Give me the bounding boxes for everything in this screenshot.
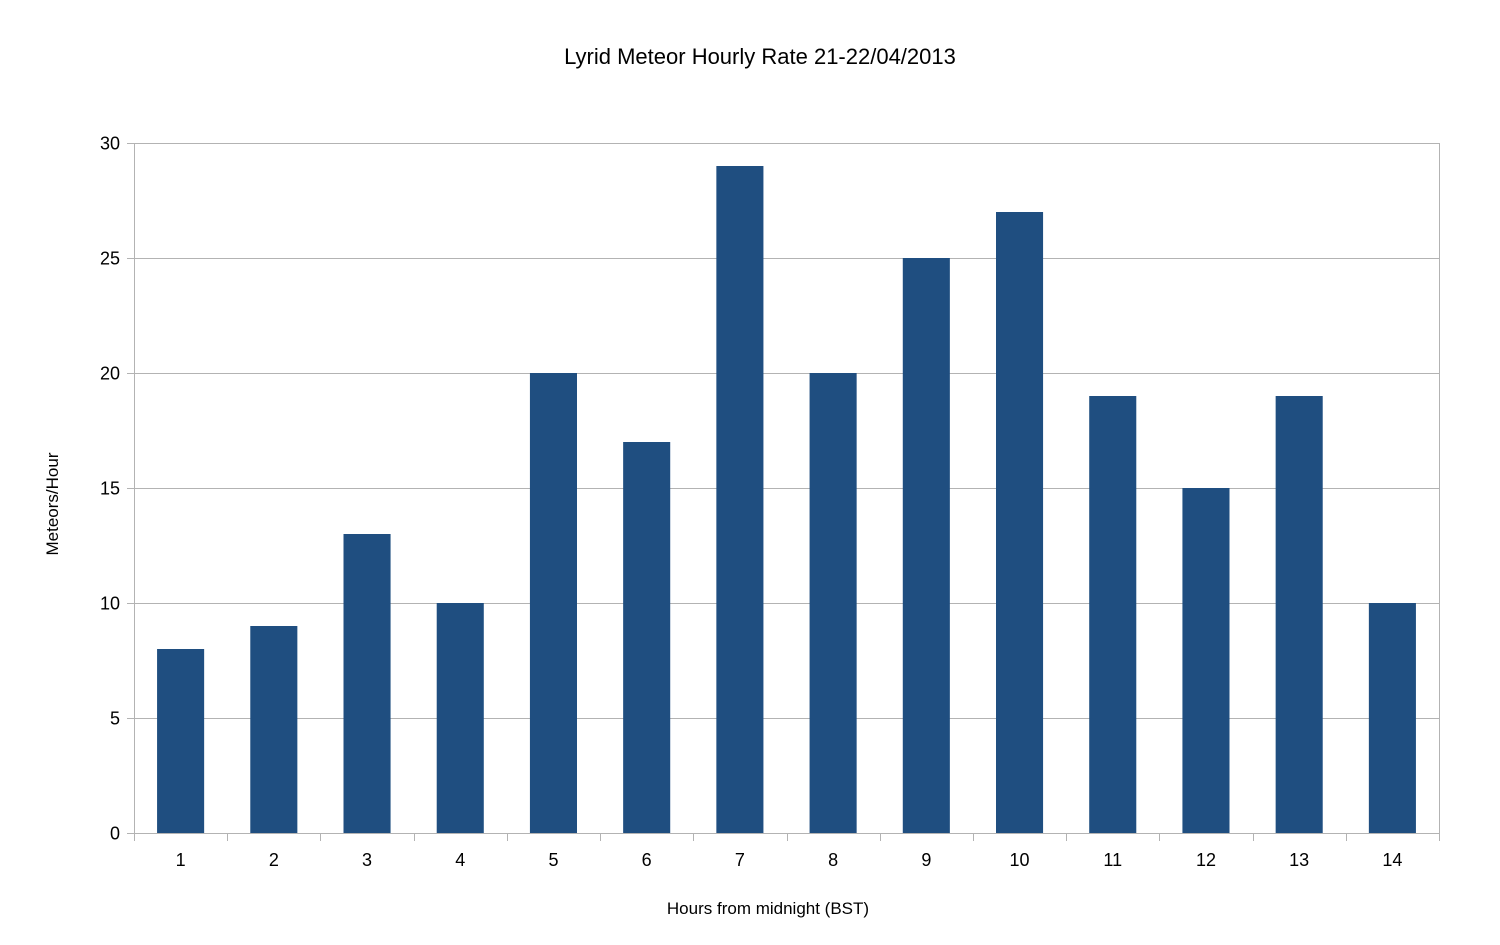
x-tick-label: 4 <box>455 850 465 870</box>
y-axis-title: Meteors/Hour <box>43 452 62 555</box>
x-tick-label: 9 <box>921 850 931 870</box>
y-tick-label: 25 <box>100 249 120 269</box>
bar <box>1182 488 1230 833</box>
bar <box>343 534 391 833</box>
bar <box>1368 603 1416 833</box>
y-tick-labels: 0 5 10 15 20 25 30 <box>100 134 120 844</box>
y-tick-label: 20 <box>100 364 120 384</box>
bar <box>436 603 484 833</box>
x-tick-label: 3 <box>362 850 372 870</box>
bar <box>157 649 205 833</box>
gridlines <box>134 143 1439 834</box>
y-tick-label: 15 <box>100 479 120 499</box>
y-tick-label: 10 <box>100 594 120 614</box>
bar <box>809 373 857 833</box>
bar <box>529 373 578 833</box>
x-tick-label: 10 <box>1010 850 1030 870</box>
bar <box>623 442 671 833</box>
bar <box>995 212 1044 833</box>
y-tick-label: 30 <box>100 134 120 154</box>
x-tick-label: 1 <box>176 850 186 870</box>
y-tick-label: 0 <box>110 824 120 844</box>
x-tick-label: 13 <box>1289 850 1309 870</box>
x-axis-title: Hours from midnight (BST) <box>667 899 869 918</box>
x-tick-label: 11 <box>1103 850 1122 870</box>
chart-title: Lyrid Meteor Hourly Rate 21-22/04/2013 <box>564 44 956 69</box>
x-tick-label: 14 <box>1382 850 1402 870</box>
axes <box>127 143 1440 841</box>
x-tick-label: 7 <box>735 850 745 870</box>
x-tick-label: 8 <box>828 850 838 870</box>
x-tick-label: 12 <box>1196 850 1216 870</box>
bar <box>250 626 298 833</box>
bar <box>1089 396 1137 833</box>
x-tick-label: 2 <box>269 850 279 870</box>
x-tick-label: 5 <box>548 850 558 870</box>
bar <box>716 166 764 833</box>
y-tick-label: 5 <box>110 709 120 729</box>
bar <box>1275 396 1323 833</box>
x-tick-labels: 1 2 3 4 5 6 7 8 9 10 11 12 13 14 <box>176 850 1403 870</box>
bars <box>157 166 1416 833</box>
x-tick-label: 6 <box>642 850 652 870</box>
bar <box>902 258 950 833</box>
